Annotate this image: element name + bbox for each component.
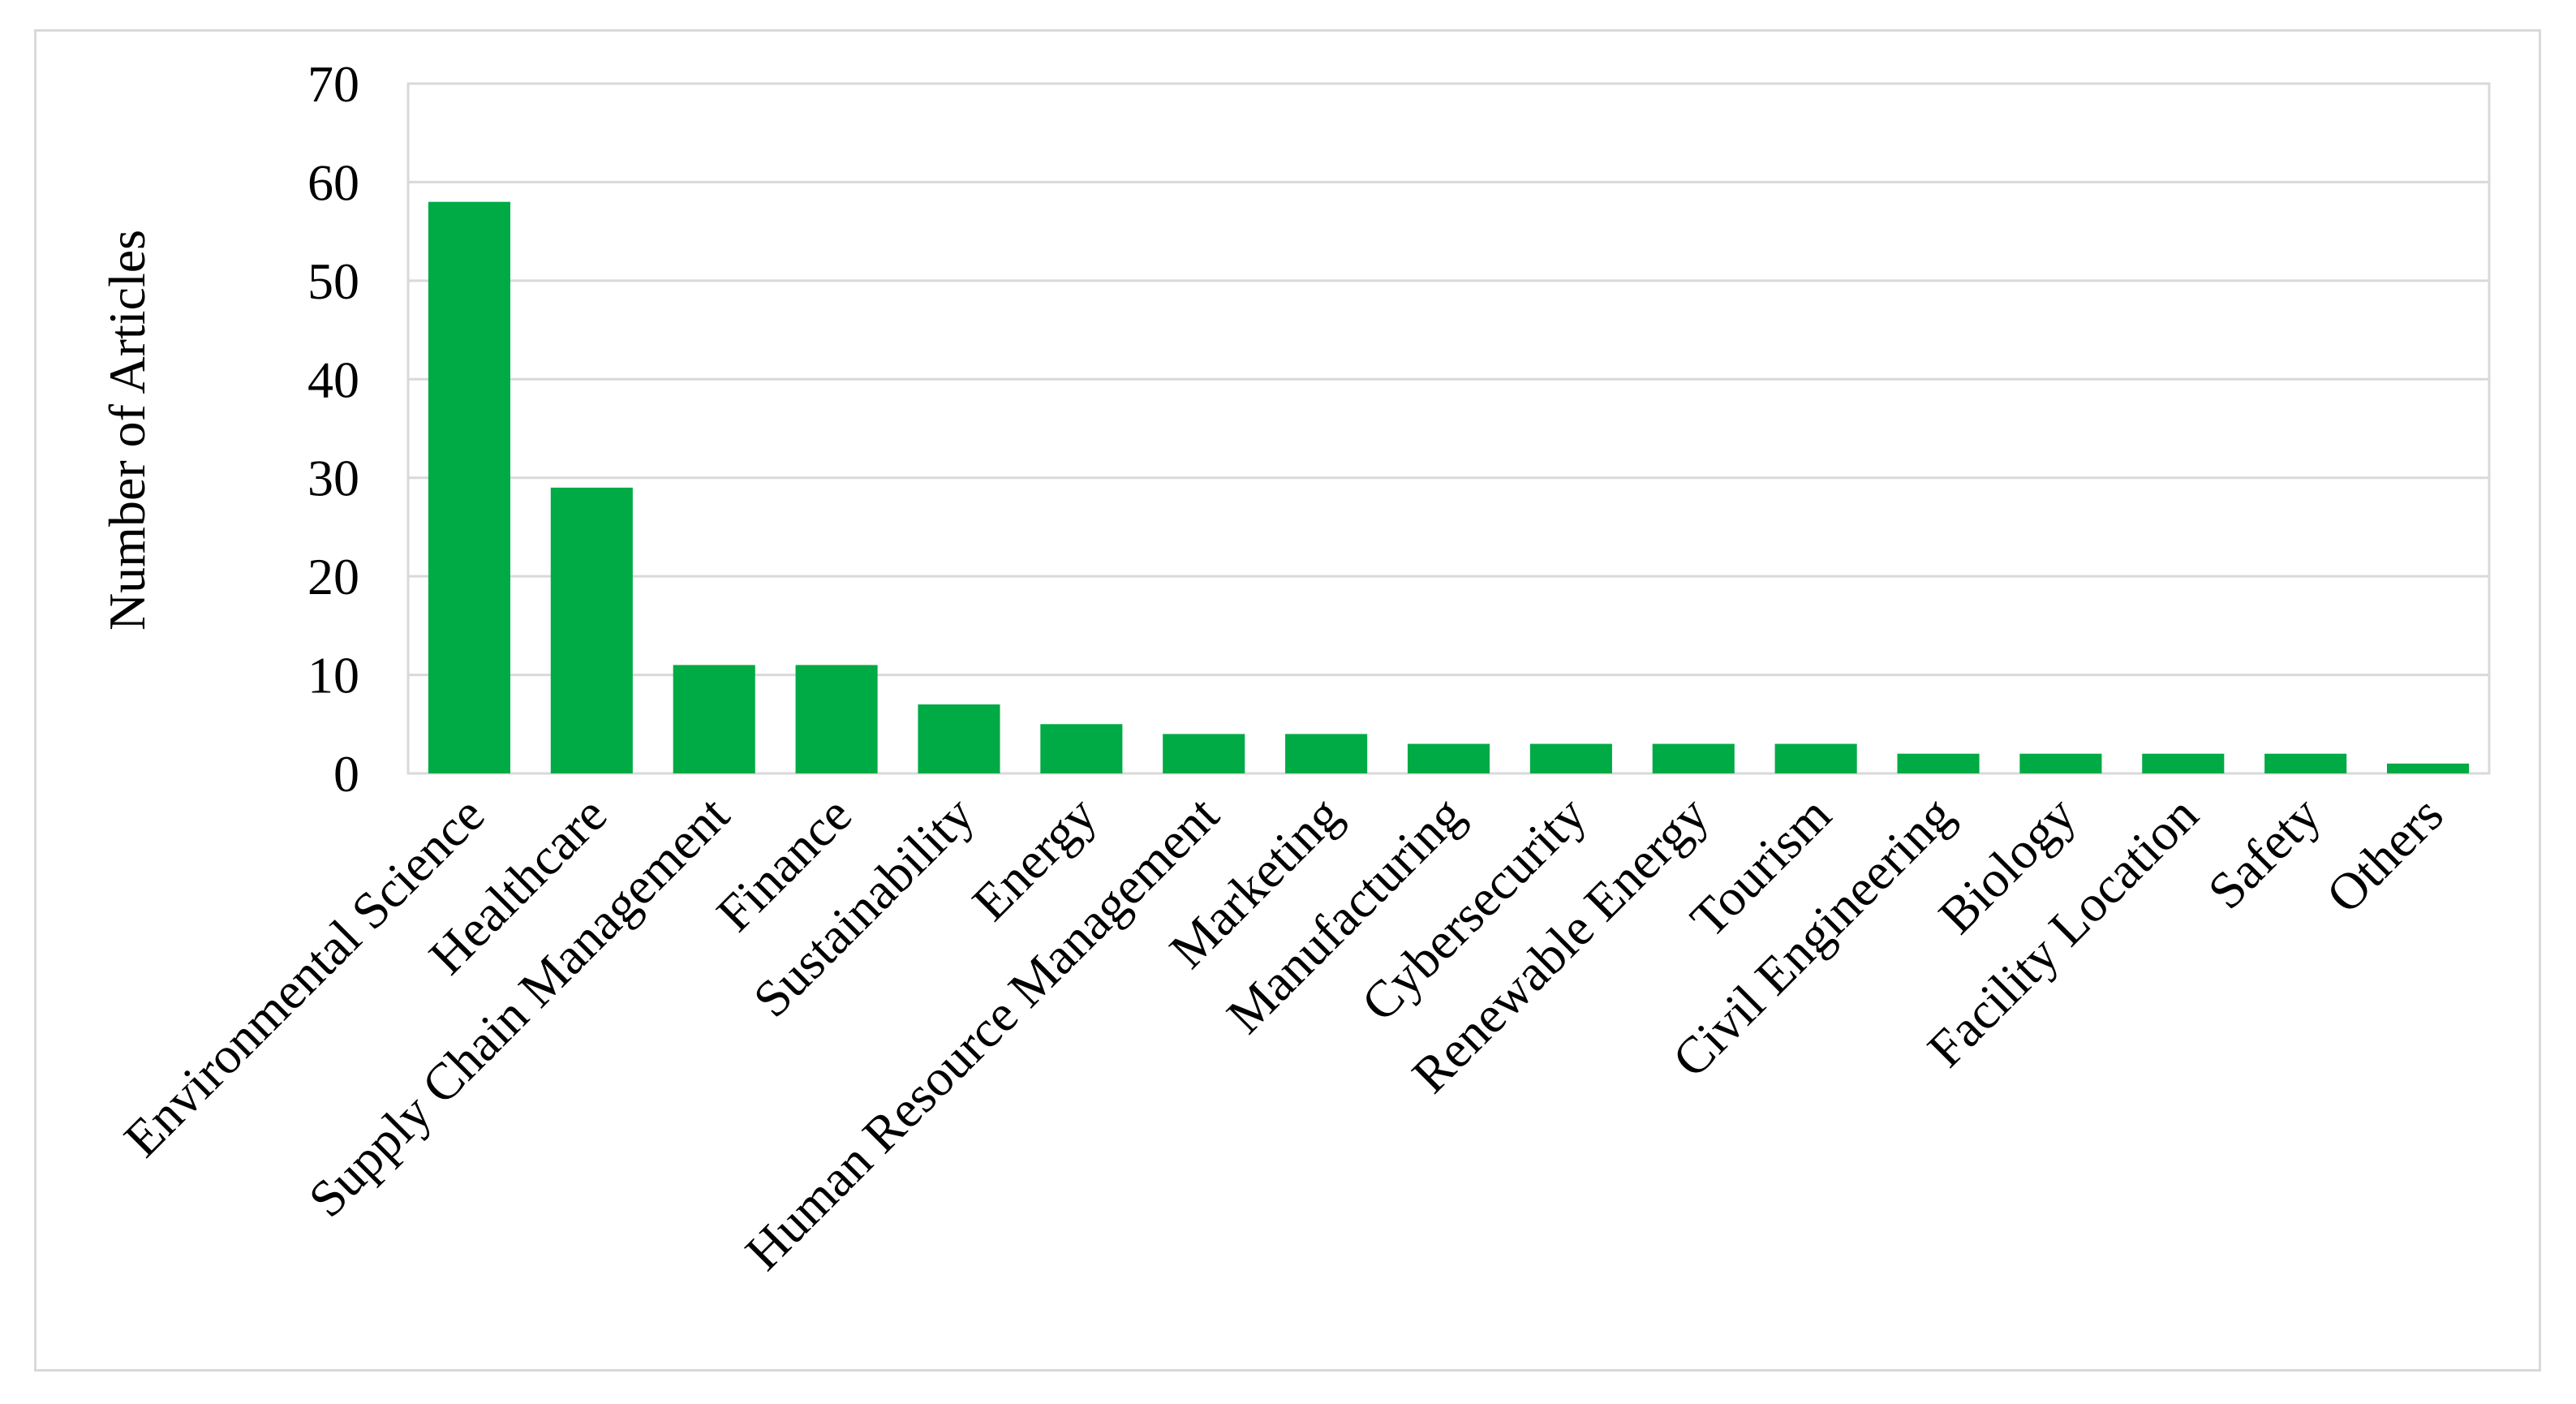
bar (1897, 753, 1980, 773)
y-tick-labels: 0 10 20 30 40 50 60 70 (307, 55, 359, 803)
y-tick-label: 0 (333, 745, 359, 803)
bar (1774, 743, 1857, 773)
bar (795, 665, 878, 773)
bars (428, 201, 2470, 773)
bar (1163, 734, 1245, 773)
bar (428, 201, 510, 773)
bar (2387, 763, 2470, 773)
y-tick-label: 30 (307, 450, 359, 507)
x-tick-label: Safety (2197, 786, 2332, 920)
bar (1285, 734, 1368, 773)
y-tick-label: 60 (307, 153, 359, 211)
x-tick-label: Others (2316, 786, 2454, 924)
y-tick-label: 20 (307, 548, 359, 605)
bar (1040, 724, 1123, 773)
bar (918, 704, 1000, 773)
bar (1529, 743, 1612, 773)
y-axis-title: Number of Articles (98, 230, 156, 631)
bar (673, 665, 755, 773)
y-tick-label: 50 (307, 252, 359, 310)
y-tick-label: 70 (307, 55, 359, 113)
bar (550, 487, 633, 773)
y-tick-label: 40 (307, 351, 359, 408)
bar (2264, 753, 2347, 773)
bar (2019, 753, 2102, 773)
bar (1407, 743, 1490, 773)
bar (1652, 743, 1735, 773)
bar (2142, 753, 2225, 773)
y-tick-label: 10 (307, 647, 359, 704)
